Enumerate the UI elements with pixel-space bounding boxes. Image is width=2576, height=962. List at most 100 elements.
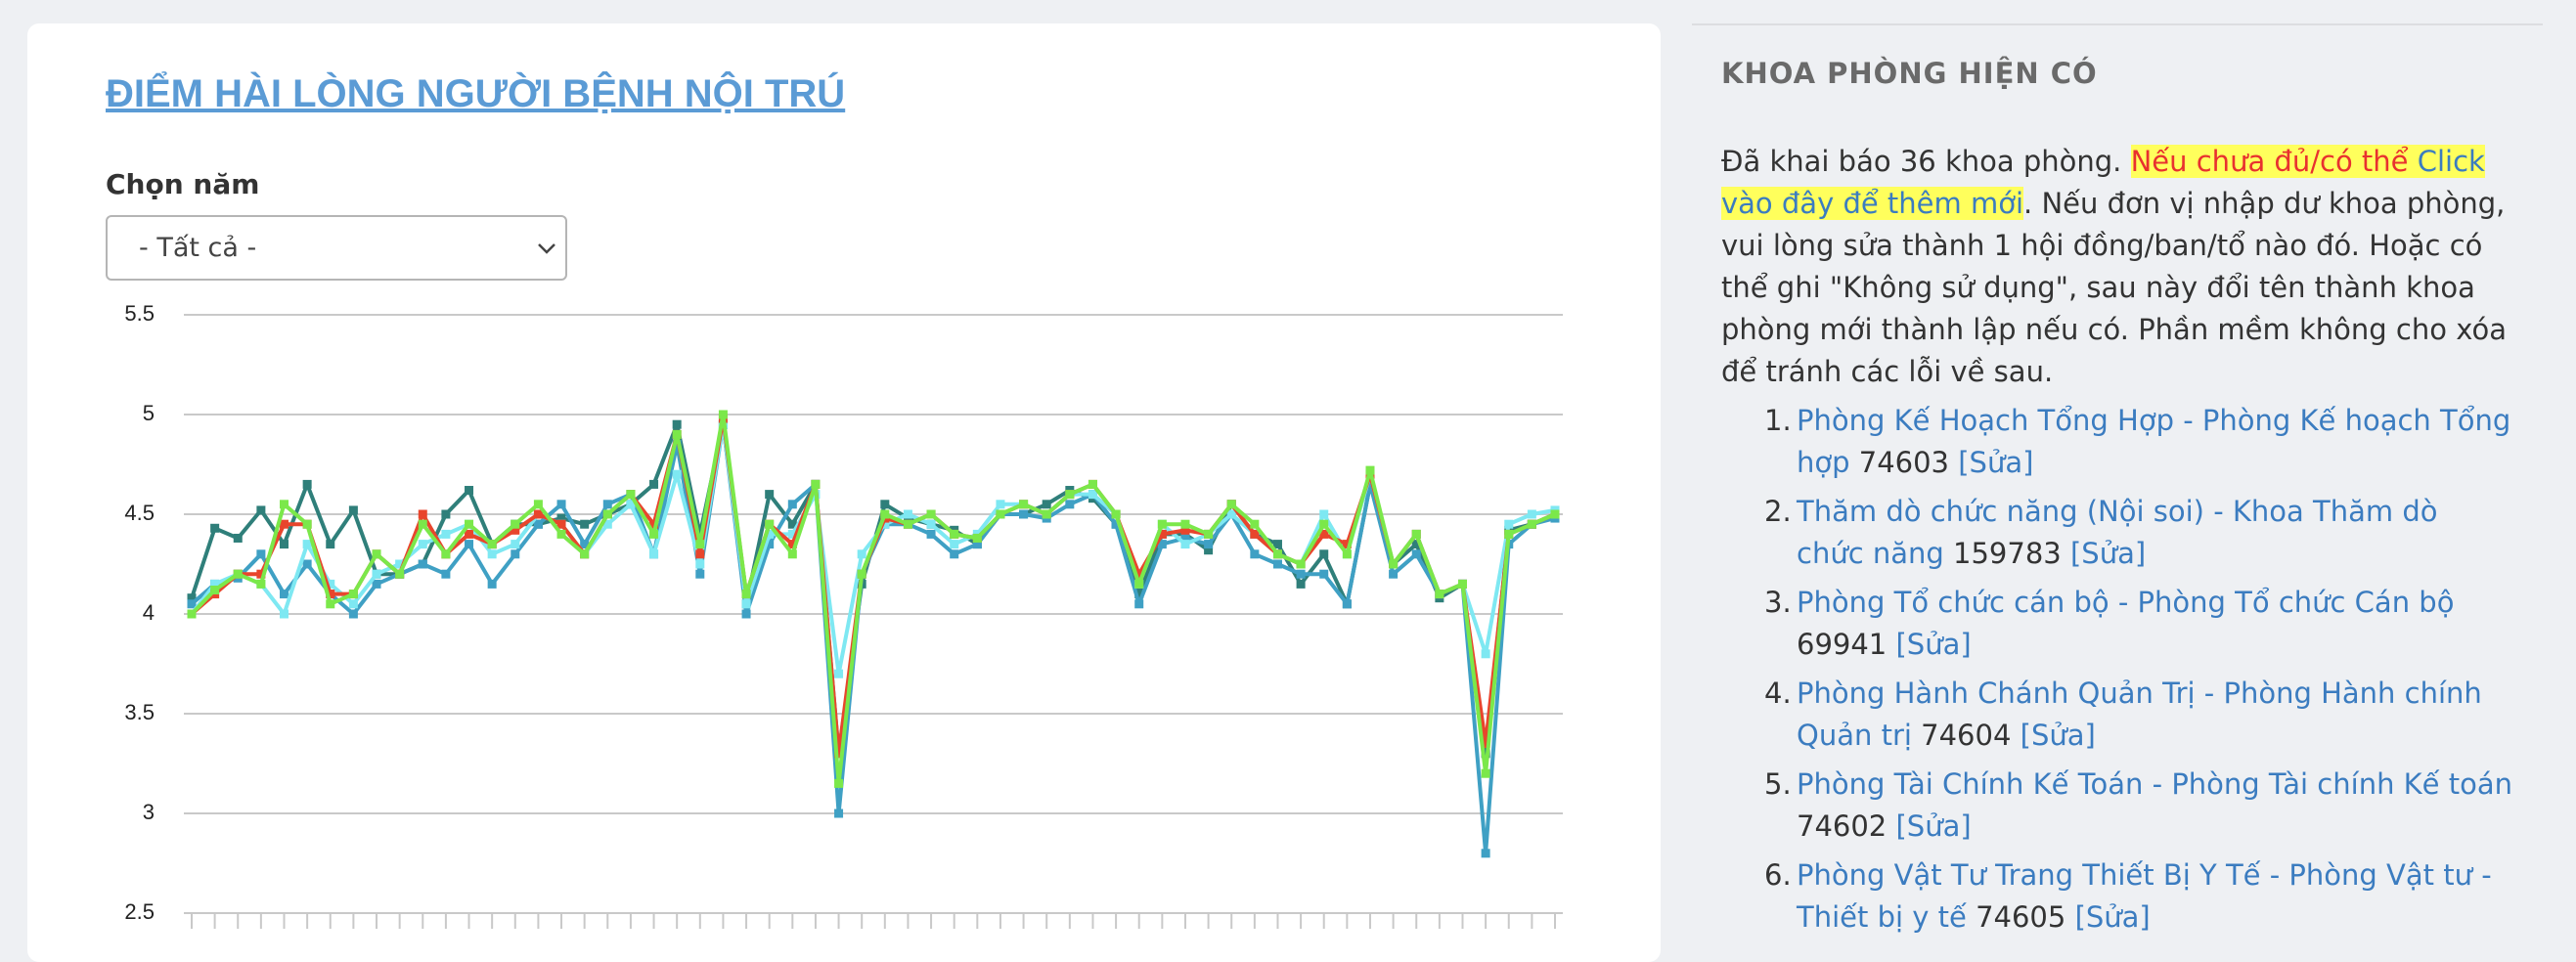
point-marker xyxy=(1111,519,1121,529)
point-marker xyxy=(280,590,289,599)
y-tick-label: 4.5 xyxy=(124,501,155,525)
point-marker xyxy=(1157,529,1167,539)
point-marker xyxy=(1134,579,1144,589)
point-marker xyxy=(649,479,659,489)
point-marker xyxy=(256,579,266,589)
point-marker xyxy=(1019,500,1029,509)
point-marker xyxy=(465,486,474,496)
point-marker xyxy=(1296,579,1306,589)
point-marker xyxy=(1180,540,1190,549)
point-marker xyxy=(787,540,797,549)
point-marker xyxy=(1250,519,1260,529)
point-marker xyxy=(765,519,775,529)
edit-link[interactable]: [Sửa] xyxy=(2020,719,2096,752)
point-marker xyxy=(511,525,520,535)
point-marker xyxy=(1481,768,1490,778)
point-marker xyxy=(926,519,936,529)
chart-card xyxy=(27,23,1661,962)
point-marker xyxy=(1019,509,1029,519)
y-tick-label: 5.5 xyxy=(124,301,155,326)
point-marker xyxy=(672,419,682,429)
point-marker xyxy=(926,509,936,519)
point-marker xyxy=(280,609,289,619)
point-marker xyxy=(1342,549,1352,559)
department-code: 74602 xyxy=(1797,809,1888,843)
point-marker xyxy=(556,513,566,523)
point-marker xyxy=(487,549,497,559)
edit-link[interactable]: [Sửa] xyxy=(1958,446,2034,479)
point-marker xyxy=(1250,549,1260,559)
point-marker xyxy=(765,490,775,500)
edit-link[interactable]: [Sửa] xyxy=(2074,900,2151,934)
point-marker xyxy=(1272,549,1282,559)
point-marker xyxy=(418,540,427,549)
point-marker xyxy=(1088,490,1097,500)
point-marker xyxy=(787,549,797,559)
point-marker xyxy=(1204,546,1214,555)
point-marker xyxy=(348,599,358,609)
edit-link[interactable]: [Sửa] xyxy=(1895,809,1972,843)
point-marker xyxy=(1157,519,1167,529)
point-marker xyxy=(649,519,659,529)
point-marker xyxy=(787,529,797,539)
department-link[interactable]: Phòng Hành Chánh Quản Trị - Phòng Hành c… xyxy=(1797,677,2482,752)
point-marker xyxy=(372,579,381,589)
y-tick-label: 3.5 xyxy=(124,700,155,724)
department-link[interactable]: Phòng Vật Tư Trang Thiết Bị Y Tế - Phòng… xyxy=(1797,858,2492,934)
intro: Đã khai báo 36 khoa phòng. Nếu chưa đủ/c… xyxy=(1721,141,2513,393)
department-link[interactable]: Thăm dò chức năng (Nội soi) - Khoa Thăm … xyxy=(1797,495,2438,570)
edit-link[interactable]: [Sửa] xyxy=(2069,537,2147,570)
point-marker xyxy=(256,549,266,559)
point-marker xyxy=(1389,569,1399,579)
department-link[interactable]: Phòng Kế Hoạch Tổng Hợp - Phòng Kế hoạch… xyxy=(1797,404,2511,479)
point-marker xyxy=(1180,525,1190,535)
point-marker xyxy=(187,609,197,619)
point-marker xyxy=(950,540,959,549)
y-tick-label: 2.5 xyxy=(124,899,155,924)
point-marker xyxy=(533,509,543,519)
point-marker xyxy=(950,529,959,539)
point-marker xyxy=(326,540,335,549)
department-link[interactable]: Phòng Tài Chính Kế Toán - Phòng Tài chín… xyxy=(1797,767,2513,801)
point-marker xyxy=(233,533,243,543)
point-marker xyxy=(857,549,866,559)
point-marker xyxy=(834,809,844,818)
point-marker xyxy=(1389,559,1399,569)
point-marker xyxy=(741,590,751,599)
department-list: 1. Phòng Kế Hoạch Tổng Hợp - Phòng Kế hoạ… xyxy=(1721,400,2513,939)
point-marker xyxy=(811,479,821,489)
point-marker xyxy=(1226,509,1236,519)
point-marker xyxy=(465,519,474,529)
item-number: 2. xyxy=(1764,495,1792,528)
point-marker xyxy=(1204,529,1214,539)
department-code: 74605 xyxy=(1976,900,2066,934)
point-marker xyxy=(718,410,728,419)
point-marker xyxy=(1250,529,1260,539)
point-marker xyxy=(256,569,266,579)
point-marker xyxy=(372,549,381,559)
point-marker xyxy=(1042,500,1051,509)
point-marker xyxy=(1342,599,1352,609)
point-marker xyxy=(348,609,358,619)
point-marker xyxy=(1111,509,1121,519)
point-marker xyxy=(556,529,566,539)
sidebar-body: Đã khai báo 36 khoa phòng. Nếu chưa đủ/c… xyxy=(1721,141,2513,939)
item-number: 1. xyxy=(1764,404,1792,437)
point-marker xyxy=(348,590,358,599)
point-marker xyxy=(1065,490,1075,500)
point-marker xyxy=(834,669,844,678)
point-marker xyxy=(556,500,566,509)
point-marker xyxy=(326,579,335,589)
point-marker xyxy=(580,540,590,549)
edit-link[interactable]: [Sửa] xyxy=(1895,628,1972,661)
card-title: ĐIỂM HÀI LÒNG NGƯỜI BỆNH NỘI TRÚ xyxy=(106,72,846,115)
department-link[interactable]: Phòng Tổ chức cán bộ - Phòng Tổ chức Cán… xyxy=(1797,586,2455,619)
y-tick-label: 4 xyxy=(143,600,155,625)
point-marker xyxy=(1134,569,1144,579)
point-marker xyxy=(1319,549,1329,559)
department-item: 3. Phòng Tổ chức cán bộ - Phòng Tổ chức C… xyxy=(1764,582,2513,666)
add-link[interactable]: Click vào đây để thêm mới xyxy=(1721,145,2485,220)
point-marker xyxy=(1319,529,1329,539)
point-marker xyxy=(672,429,682,439)
year-select[interactable]: - Tất cả - xyxy=(106,215,567,281)
